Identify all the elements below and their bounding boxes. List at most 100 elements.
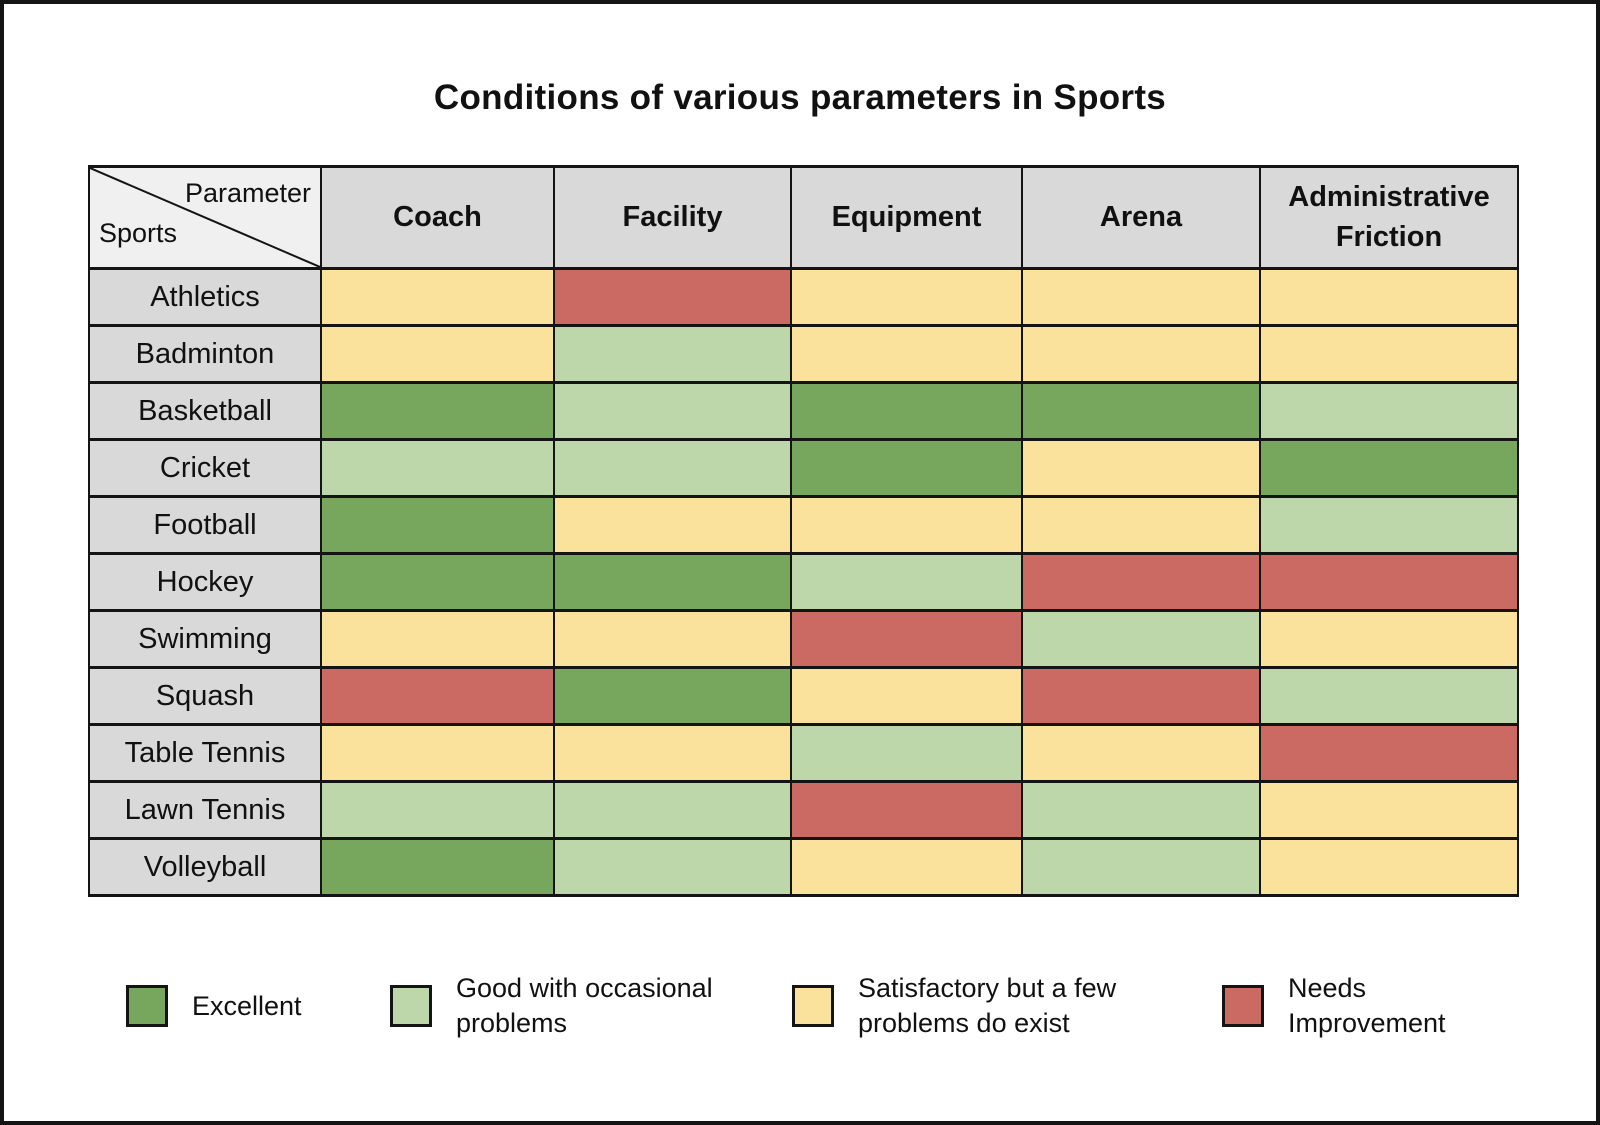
diagonal-divider-line xyxy=(90,168,320,267)
legend-label-needs-improvement: Needs Improvement xyxy=(1288,973,1446,1038)
row-table-tennis: Table Tennis xyxy=(88,723,1519,783)
sport-label-hockey: Hockey xyxy=(88,552,322,612)
cell-football-facility xyxy=(553,495,792,555)
cell-cricket-arena xyxy=(1021,438,1261,498)
cell-football-arena xyxy=(1021,495,1261,555)
row-lawn-tennis: Lawn Tennis xyxy=(88,780,1519,840)
cell-hockey-facility xyxy=(553,552,792,612)
legend-item-good: Good with occasional problems xyxy=(390,968,731,1044)
cell-football-administrative-friction xyxy=(1259,495,1519,555)
row-basketball: Basketball xyxy=(88,381,1519,441)
header-row: Parameter Sports Coach Facility Equipment A… xyxy=(88,165,1519,270)
cell-swimming-equipment xyxy=(790,609,1023,669)
cell-football-coach xyxy=(320,495,555,555)
corner-sports-label: Sports xyxy=(99,217,178,248)
column-header-arena: Arena xyxy=(1021,165,1261,270)
legend-item-needs-improvement: Needs Improvement xyxy=(1222,968,1498,1044)
cell-basketball-coach xyxy=(320,381,555,441)
sport-label-lawn-tennis: Lawn Tennis xyxy=(88,780,322,840)
cell-cricket-administrative-friction xyxy=(1259,438,1519,498)
legend-swatch-good xyxy=(390,985,432,1027)
row-squash: Squash xyxy=(88,666,1519,726)
cell-squash-administrative-friction xyxy=(1259,666,1519,726)
legend-label-good: Good with occasional problems xyxy=(456,973,713,1038)
sport-label-volleyball: Volleyball xyxy=(88,837,322,897)
cell-swimming-administrative-friction xyxy=(1259,609,1519,669)
chart-title: Conditions of various parameters in Spor… xyxy=(433,78,1167,117)
legend-label-satisfactory: Satisfactory but a few problems do exist xyxy=(858,973,1117,1038)
cell-table-tennis-facility xyxy=(553,723,792,783)
row-badminton: Badminton xyxy=(88,324,1519,384)
cell-swimming-facility xyxy=(553,609,792,669)
cell-basketball-equipment xyxy=(790,381,1023,441)
cell-badminton-coach xyxy=(320,324,555,384)
cell-lawn-tennis-arena xyxy=(1021,780,1261,840)
cell-squash-coach xyxy=(320,666,555,726)
legend-swatch-excellent xyxy=(126,985,168,1027)
column-header-administrative-friction: Administrative Friction xyxy=(1259,165,1519,270)
cell-lawn-tennis-equipment xyxy=(790,780,1023,840)
cell-basketball-arena xyxy=(1021,381,1261,441)
row-football: Football xyxy=(88,495,1519,555)
cell-badminton-facility xyxy=(553,324,792,384)
legend-item-excellent: Excellent xyxy=(126,968,302,1044)
cell-cricket-facility xyxy=(553,438,792,498)
column-header-facility: Facility xyxy=(553,165,792,270)
row-swimming: Swimming xyxy=(88,609,1519,669)
cell-athletics-equipment xyxy=(790,267,1023,327)
cell-lawn-tennis-administrative-friction xyxy=(1259,780,1519,840)
cell-badminton-equipment xyxy=(790,324,1023,384)
cell-lawn-tennis-coach xyxy=(320,780,555,840)
legend-label-excellent: Excellent xyxy=(192,990,302,1021)
cell-athletics-administrative-friction xyxy=(1259,267,1519,327)
row-cricket: Cricket xyxy=(88,438,1519,498)
cell-table-tennis-equipment xyxy=(790,723,1023,783)
cell-football-equipment xyxy=(790,495,1023,555)
cell-hockey-arena xyxy=(1021,552,1261,612)
sport-label-squash: Squash xyxy=(88,666,322,726)
sport-label-cricket: Cricket xyxy=(88,438,322,498)
cell-squash-equipment xyxy=(790,666,1023,726)
cell-table-tennis-coach xyxy=(320,723,555,783)
cell-hockey-administrative-friction xyxy=(1259,552,1519,612)
cell-badminton-arena xyxy=(1021,324,1261,384)
cell-squash-facility xyxy=(553,666,792,726)
cell-athletics-facility xyxy=(553,267,792,327)
sport-label-basketball: Basketball xyxy=(88,381,322,441)
legend-swatch-satisfactory xyxy=(792,985,834,1027)
cell-swimming-arena xyxy=(1021,609,1261,669)
conditions-table: Parameter Sports Coach Facility Equipment A… xyxy=(88,165,1519,897)
cell-basketball-facility xyxy=(553,381,792,441)
row-athletics: Athletics xyxy=(88,267,1519,327)
cell-athletics-coach xyxy=(320,267,555,327)
cell-volleyball-arena xyxy=(1021,837,1261,897)
cell-volleyball-equipment xyxy=(790,837,1023,897)
legend-swatch-needs-improvement xyxy=(1222,985,1264,1027)
sport-label-swimming: Swimming xyxy=(88,609,322,669)
sport-label-table-tennis: Table Tennis xyxy=(88,723,322,783)
cell-volleyball-administrative-friction xyxy=(1259,837,1519,897)
cell-squash-arena xyxy=(1021,666,1261,726)
cell-volleyball-coach xyxy=(320,837,555,897)
column-header-coach: Coach xyxy=(320,165,555,270)
cell-athletics-arena xyxy=(1021,267,1261,327)
legend-item-satisfactory: Satisfactory but a few problems do exist xyxy=(792,968,1158,1044)
cell-table-tennis-administrative-friction xyxy=(1259,723,1519,783)
cell-basketball-administrative-friction xyxy=(1259,381,1519,441)
corner-parameter-label: Parameter xyxy=(184,178,311,208)
cell-hockey-coach xyxy=(320,552,555,612)
cell-badminton-administrative-friction xyxy=(1259,324,1519,384)
cell-lawn-tennis-facility xyxy=(553,780,792,840)
row-volleyball: Volleyball xyxy=(88,837,1519,897)
cell-volleyball-facility xyxy=(553,837,792,897)
column-header-equipment: Equipment xyxy=(790,165,1023,270)
corner-cell: Parameter Sports xyxy=(88,165,322,270)
cell-cricket-equipment xyxy=(790,438,1023,498)
cell-table-tennis-arena xyxy=(1021,723,1261,783)
cell-swimming-coach xyxy=(320,609,555,669)
cell-hockey-equipment xyxy=(790,552,1023,612)
sport-label-badminton: Badminton xyxy=(88,324,322,384)
row-hockey: Hockey xyxy=(88,552,1519,612)
sport-label-athletics: Athletics xyxy=(88,267,322,327)
